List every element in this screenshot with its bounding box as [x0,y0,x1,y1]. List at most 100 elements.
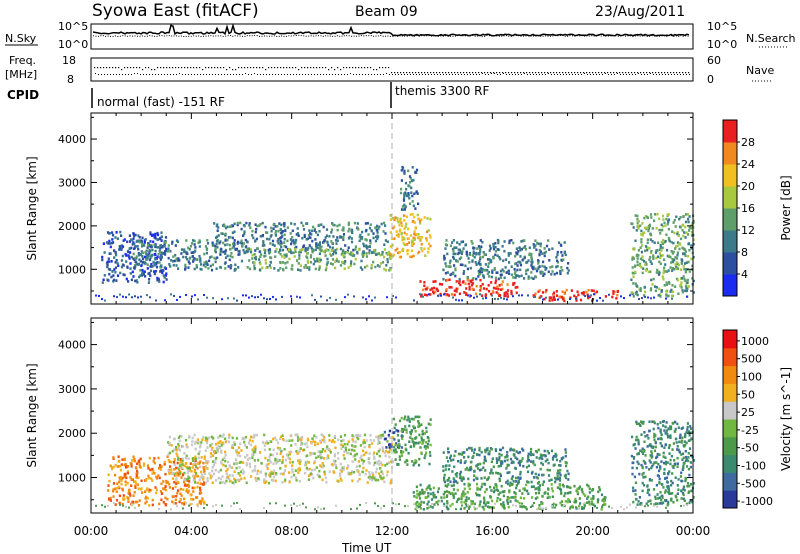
data-cell [652,256,655,259]
data-cell [527,464,530,468]
data-cell [641,489,644,493]
data-cell [177,456,180,460]
data-cell [307,438,310,442]
data-cell [528,246,531,250]
data-cell [518,459,521,463]
data-cell [670,261,673,264]
data-cell [670,250,673,253]
data-cell [656,212,659,216]
data-cell [388,455,391,459]
data-cell [452,488,455,491]
data-cell [490,460,493,464]
data-cell [228,258,231,262]
data-cell [254,465,257,468]
data-cell [294,241,297,244]
nave-dot [230,74,231,75]
freq-dot [547,72,549,74]
data-cell [453,264,456,267]
data-cell [274,225,277,228]
data-cell [554,452,557,456]
nave-dot [620,74,621,75]
data-cell [137,262,140,266]
data-cell [209,256,212,259]
data-cell [559,459,562,463]
freq-dot [226,69,228,71]
data-cell [416,236,419,239]
data-cell [576,487,579,491]
data-cell [368,295,370,298]
data-cell [179,487,182,491]
data-cell [499,273,502,277]
data-cell [668,443,671,447]
data-cell [466,267,469,271]
freq-dot [394,72,396,74]
data-cell [497,493,500,496]
data-cell [301,435,304,439]
data-cell [396,429,399,433]
data-cell [175,494,178,498]
data-cell [152,469,155,473]
data-cell [285,439,288,443]
data-cell [165,278,168,281]
data-cell [342,238,345,241]
data-cell [277,441,280,445]
data-cell [132,252,135,256]
data-cell [636,214,639,218]
data-cell [309,260,312,264]
data-cell [165,481,168,484]
data-cell [120,265,124,269]
data-cell [347,266,350,269]
data-cell [123,458,126,462]
data-cell [159,256,162,259]
data-cell [567,498,570,501]
data-cell [201,475,204,479]
data-cell [442,492,445,496]
data-cell [372,260,375,264]
data-cell [644,269,647,272]
data-cell [451,502,454,506]
data-cell [408,420,411,423]
data-cell [471,254,475,257]
nave-dot [176,74,177,75]
data-cell [231,255,234,259]
data-cell [288,439,291,442]
freq-dot [148,67,150,69]
data-cell [523,239,526,242]
data-cell [634,239,637,243]
data-cell [188,257,191,260]
data-cell [688,501,691,505]
data-cell [198,239,201,242]
freq-dot [346,67,348,69]
data-cell [632,248,636,251]
data-cell [113,256,116,259]
data-cell [670,483,673,487]
data-cell [427,250,430,254]
data-cell [153,270,156,273]
data-cell [176,298,178,301]
data-cell [270,470,273,474]
data-cell [176,491,179,495]
data-cell [653,296,655,299]
data-cell [249,443,252,447]
data-cell [193,257,196,260]
data-cell [140,487,143,490]
data-cell [281,458,284,462]
data-cell [436,289,439,292]
data-cell [209,476,212,480]
data-cell [532,453,535,456]
data-cell [418,237,421,240]
data-cell [124,252,127,256]
data-cell [283,237,286,241]
data-cell [236,240,240,244]
data-cell [344,244,347,247]
nave-dot [494,73,495,74]
data-cell [515,247,518,250]
data-cell [514,286,517,289]
data-cell [408,202,412,205]
data-cell [392,226,395,230]
data-cell [197,441,200,444]
data-cell [206,461,209,465]
data-cell [467,507,470,510]
data-cell [338,474,342,478]
data-cell [194,447,197,451]
